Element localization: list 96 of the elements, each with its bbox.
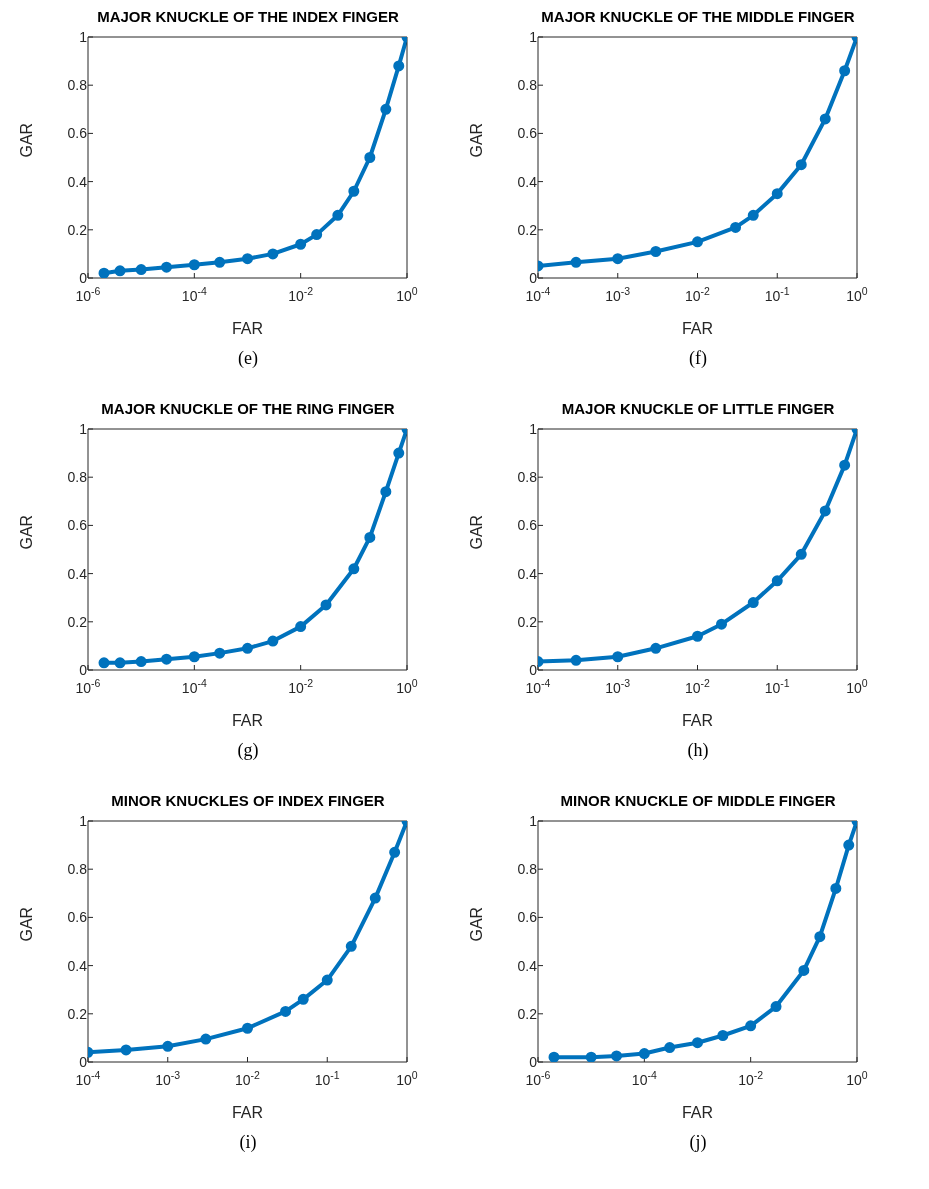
- y-tick-label: 0.4: [67, 565, 88, 582]
- x-tick-label: 10$^{-3}$: [155, 1069, 181, 1088]
- x-tick-label: 10$^{-2}$: [685, 677, 711, 696]
- x-axis-title: FAR: [231, 320, 264, 337]
- y-tick-label: 0.2: [517, 613, 538, 630]
- point: [717, 1029, 729, 1041]
- x-tick-label: 10$^{0}$: [396, 1069, 418, 1088]
- point: [585, 1051, 597, 1062]
- y-tick-label: 0.4: [517, 565, 538, 582]
- x-tick-label: 10$^{-3}$: [605, 677, 631, 696]
- y-tick-label: 0.2: [517, 221, 538, 238]
- x-tick-label: 10$^{-2}$: [288, 677, 314, 696]
- y-axis-title: GAR: [17, 122, 35, 158]
- y-tick-label: 0.4: [67, 173, 88, 190]
- text: (j): [688, 1132, 708, 1153]
- chart-title: MAJOR KNUCKLE OF THE MIDDLE FINGER: [540, 8, 856, 27]
- y-tick-label: 0.8: [517, 469, 538, 486]
- y-tick-label: 0.6: [517, 517, 538, 534]
- y-tick-label: 0.6: [67, 909, 88, 926]
- point: [745, 1020, 757, 1032]
- y-axis-title: GAR: [467, 122, 485, 158]
- y-tick-label: 0.4: [67, 957, 88, 974]
- x-tick-label: 10$^{-2}$: [738, 1069, 764, 1088]
- y-tick-label: 0: [529, 1054, 538, 1070]
- x-tick-label: 10$^{-1}$: [764, 285, 790, 304]
- x-tick-label: 10$^{-4}$: [525, 285, 551, 304]
- text: (g): [236, 740, 260, 761]
- y-tick-label: 0: [529, 662, 538, 678]
- y-tick-label: 1: [79, 421, 88, 437]
- x-tick-label: 10$^{0}$: [396, 285, 418, 304]
- x-tick-label: 10$^{0}$: [846, 1069, 868, 1088]
- x-tick-label: 10$^{-4}$: [75, 1069, 101, 1088]
- text: (e): [237, 348, 259, 369]
- point: [611, 1050, 623, 1062]
- x-tick-label: 10$^{-6}$: [525, 1069, 551, 1088]
- y-axis-title: GAR: [17, 906, 35, 942]
- chart-title: MAJOR KNUCKLE OF THE INDEX FINGER: [96, 8, 400, 27]
- point: [664, 1042, 676, 1054]
- text: (i): [238, 1132, 258, 1153]
- y-tick-label: 0.6: [67, 125, 88, 142]
- x-tick-label: 10$^{-4}$: [181, 285, 207, 304]
- point: [692, 1037, 703, 1049]
- x-axis-title: FAR: [681, 320, 714, 337]
- y-tick-label: 0.6: [517, 909, 538, 926]
- point: [770, 1001, 782, 1013]
- y-tick-label: 0.8: [67, 469, 88, 486]
- x-tick-label: 10$^{-6}$: [75, 677, 101, 696]
- x-tick-label: 10$^{-1}$: [314, 1069, 340, 1088]
- x-tick-label: 10$^{-1}$: [764, 677, 790, 696]
- y-tick-label: 0: [79, 1054, 88, 1070]
- text: (h): [686, 740, 710, 761]
- chart-title: MINOR KNUCKLES OF INDEX FINGER: [110, 792, 386, 811]
- y-tick-label: 0.2: [517, 1005, 538, 1022]
- y-tick-label: 0: [529, 270, 538, 286]
- x-tick-label: 10$^{-4}$: [631, 1069, 657, 1088]
- x-tick-label: 10$^{-6}$: [75, 285, 101, 304]
- text: (f): [688, 348, 708, 369]
- x-axis-title: FAR: [231, 712, 264, 729]
- chart-title: MAJOR KNUCKLE OF THE RING FINGER: [100, 400, 396, 419]
- x-tick-label: 10$^{0}$: [396, 677, 418, 696]
- y-tick-label: 0.4: [517, 173, 538, 190]
- x-tick-label: 10$^{-3}$: [605, 285, 631, 304]
- y-tick-label: 0.8: [517, 77, 538, 94]
- y-tick-label: 0.2: [67, 1005, 88, 1022]
- chart-title: MAJOR KNUCKLE OF LITTLE FINGER: [560, 400, 836, 419]
- x-axis-title: FAR: [681, 712, 714, 729]
- point: [798, 964, 810, 976]
- x-tick-label: 10$^{0}$: [846, 285, 868, 304]
- y-tick-label: 0: [79, 270, 88, 286]
- x-tick-label: 10$^{-2}$: [235, 1069, 261, 1088]
- y-tick-label: 1: [529, 813, 538, 829]
- y-tick-label: 1: [529, 421, 538, 437]
- y-tick-label: 1: [79, 29, 88, 45]
- x-tick-label: 10$^{-4}$: [525, 677, 551, 696]
- y-tick-label: 0.8: [517, 861, 538, 878]
- y-tick-label: 1: [79, 813, 88, 829]
- x-tick-label: 10$^{0}$: [846, 677, 868, 696]
- y-tick-label: 1: [529, 29, 538, 45]
- x-axis-title: FAR: [231, 1104, 264, 1121]
- chart-title: MINOR KNUCKLE OF MIDDLE FINGER: [559, 792, 837, 811]
- point: [638, 1048, 650, 1060]
- x-tick-label: 10$^{-4}$: [181, 677, 207, 696]
- y-axis-title: GAR: [467, 906, 485, 942]
- y-axis-title: GAR: [467, 514, 485, 550]
- y-tick-label: 0.2: [67, 613, 88, 630]
- y-tick-label: 0.4: [517, 957, 538, 974]
- x-tick-label: 10$^{-2}$: [685, 285, 711, 304]
- y-tick-label: 0.6: [67, 517, 88, 534]
- y-tick-label: 0.8: [67, 77, 88, 94]
- y-tick-label: 0.6: [517, 125, 538, 142]
- y-tick-label: 0.8: [67, 861, 88, 878]
- x-axis-title: FAR: [681, 1104, 714, 1121]
- y-axis-title: GAR: [17, 514, 35, 550]
- x-tick-label: 10$^{-2}$: [288, 285, 314, 304]
- y-tick-label: 0: [79, 662, 88, 678]
- y-tick-label: 0.2: [67, 221, 88, 238]
